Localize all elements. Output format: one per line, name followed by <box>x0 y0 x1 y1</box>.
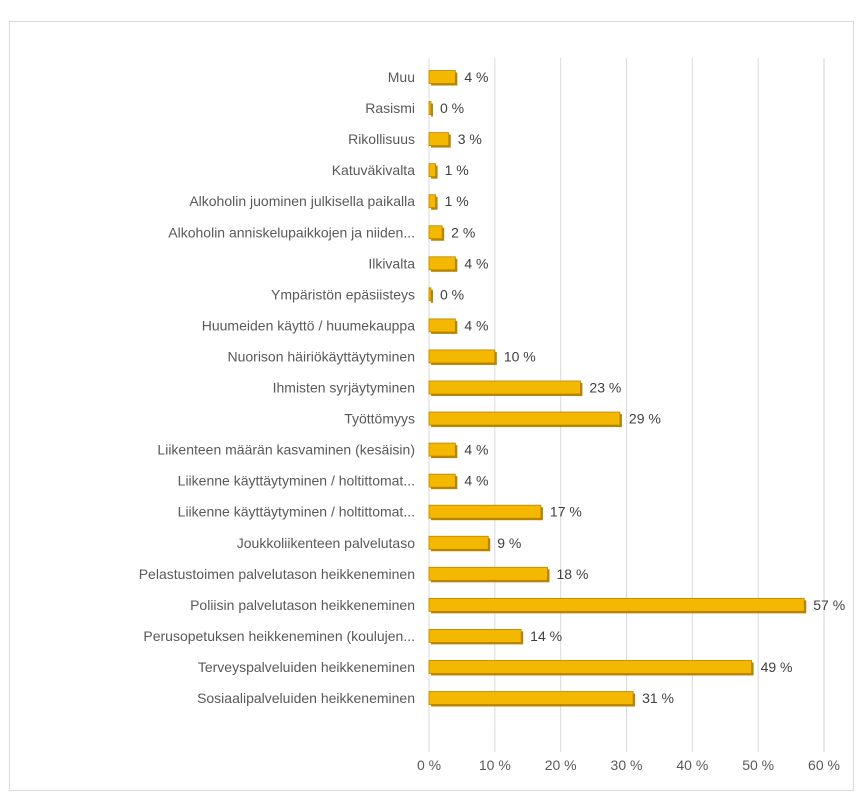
bar <box>428 349 496 364</box>
bar <box>428 256 456 271</box>
category-label: Poliisin palvelutason heikkeneminen <box>190 597 415 613</box>
category-label: Rikollisuus <box>348 131 415 147</box>
data-label: 17 % <box>550 504 582 520</box>
data-label: 1 % <box>445 162 469 178</box>
bar <box>428 473 456 488</box>
x-tick-label: 30 % <box>611 757 643 773</box>
data-label: 4 % <box>464 442 488 458</box>
bar <box>428 691 634 705</box>
bar <box>428 629 522 643</box>
x-tick-label: 60 % <box>808 757 840 773</box>
data-label: 0 % <box>440 286 464 302</box>
category-label: Perusopetuksen heikkeneminen (koulujen..… <box>143 628 415 644</box>
category-label: Terveyspalveluiden heikkeneminen <box>198 659 415 675</box>
category-label: Liikenteen määrän kasvaminen (kesäisin) <box>157 442 415 458</box>
data-labels: 4 %0 %3 %1 %1 %2 %4 %0 %4 %10 %23 %29 %4… <box>440 69 845 706</box>
bar <box>428 287 432 302</box>
bars <box>428 70 807 707</box>
category-label: Pelastustoimen palvelutason heikkenemine… <box>139 566 415 582</box>
category-labels: Muu Rasismi Rikollisuus Katuväkivalta Alkoho… <box>139 69 415 706</box>
bar <box>428 660 752 674</box>
category-label: Ihmisten syrjäytyminen <box>273 380 415 396</box>
bar-chart: Muu Rasismi Rikollisuus Katuväkivalta Alkoho… <box>139 58 845 773</box>
category-label: Ympäristön epäsiisteys <box>271 286 415 302</box>
category-label: Alkoholin juominen julkisella paikalla <box>189 193 415 209</box>
data-label: 23 % <box>589 380 621 396</box>
data-label: 9 % <box>497 535 521 551</box>
bar <box>428 535 489 550</box>
data-label: 4 % <box>464 473 488 489</box>
data-label: 29 % <box>629 411 661 427</box>
x-tick-label: 40 % <box>676 757 708 773</box>
bar <box>428 442 456 457</box>
bar <box>428 163 436 178</box>
category-label: Muu <box>388 69 415 85</box>
category-label: Ilkivalta <box>368 255 415 271</box>
category-label: Joukkoliikenteen palvelutaso <box>237 535 415 551</box>
bar <box>428 225 443 240</box>
category-label: Alkoholin anniskelupaikkojen ja niiden..… <box>168 224 415 240</box>
bar <box>428 318 456 333</box>
bar <box>428 70 456 84</box>
data-label: 3 % <box>458 131 482 147</box>
gridlines <box>428 58 825 752</box>
x-tick-label: 0 % <box>417 757 441 773</box>
category-label: Rasismi <box>365 100 415 116</box>
x-tick-label: 10 % <box>479 757 511 773</box>
bar <box>428 101 432 115</box>
data-label: 57 % <box>813 597 845 613</box>
bar <box>428 194 436 209</box>
data-label: 1 % <box>445 193 469 209</box>
bar-shadow <box>431 103 433 117</box>
data-label: 0 % <box>440 100 464 116</box>
category-label: Nuorison häiriökäyttäytyminen <box>227 348 415 364</box>
category-label: Liikenne käyttäytyminen / holtittomat... <box>178 504 415 520</box>
data-label: 4 % <box>464 69 488 85</box>
data-label: 18 % <box>557 566 589 582</box>
x-tick-label: 50 % <box>742 757 774 773</box>
data-label: 10 % <box>504 348 536 364</box>
data-label: 14 % <box>530 628 562 644</box>
data-label: 49 % <box>761 659 793 675</box>
bar <box>428 566 548 581</box>
category-label: Sosiaalipalveluiden heikkeneminen <box>197 690 415 706</box>
data-label: 2 % <box>451 224 475 240</box>
bar-shadow <box>431 289 433 303</box>
data-label: 4 % <box>464 255 488 271</box>
x-axis-tick-labels: 0 % 10 % 20 % 30 % 40 % 50 % 60 % <box>417 757 840 773</box>
category-label: Huumeiden käyttö / huumekauppa <box>202 317 415 333</box>
bar <box>428 411 621 426</box>
bar <box>428 597 805 612</box>
data-label: 31 % <box>642 690 674 706</box>
bar <box>428 504 542 519</box>
category-label: Katuväkivalta <box>332 162 415 178</box>
bar <box>428 132 450 146</box>
bar <box>428 380 581 395</box>
category-label: Työttömyys <box>344 411 415 427</box>
category-label: Liikenne käyttäytyminen / holtittomat... <box>178 473 415 489</box>
data-label: 4 % <box>464 317 488 333</box>
chart-frame: Muu Rasismi Rikollisuus Katuväkivalta Alkoho… <box>9 21 854 791</box>
x-tick-label: 20 % <box>545 757 577 773</box>
